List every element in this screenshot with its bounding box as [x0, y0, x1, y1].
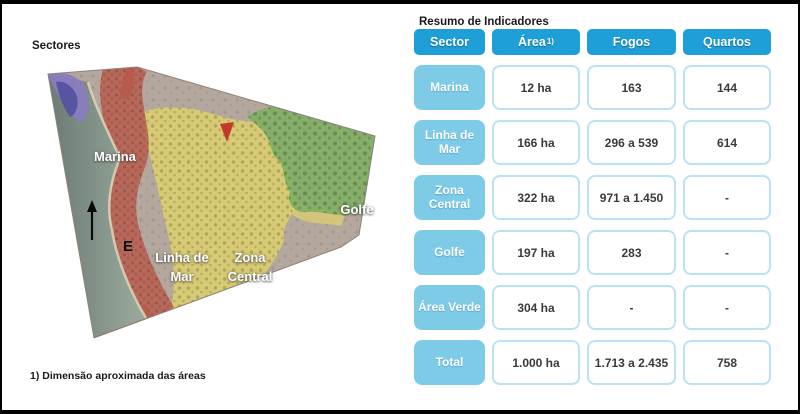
table-cell-quartos: -	[683, 230, 771, 275]
row-label-total: Total	[414, 340, 485, 385]
table-cell-area: 166 ha	[492, 120, 580, 165]
map-sea-region	[48, 74, 146, 337]
table-cell-fogos: 163	[587, 65, 676, 110]
row-label--rea-verde: Área Verde	[414, 285, 485, 330]
map-title: Sectores	[32, 40, 81, 52]
column-header-sector: Sector	[414, 29, 485, 55]
row-label-zona-central: Zona Central	[414, 175, 485, 220]
table-cell-fogos: 283	[587, 230, 676, 275]
table-cell-area: 12 ha	[492, 65, 580, 110]
table-cell-area: 197 ha	[492, 230, 580, 275]
compass-east-label: E	[123, 238, 134, 255]
table-cell-fogos: 1.713 a 2.435	[587, 340, 676, 385]
row-label-linha-de-mar: Linha de Mar	[414, 120, 485, 165]
indicators-table: Sector Área 1) Fogos Quartos Marina 12 ha 163 14…	[414, 29, 772, 385]
table-cell-quartos: 144	[683, 65, 771, 110]
row-label-marina: Marina	[414, 65, 485, 110]
sector-map: Marina Linha de Mar Zona Central Golfe E	[42, 60, 382, 350]
table-cell-quartos: -	[683, 285, 771, 330]
table-cell-fogos: 971 a 1.450	[587, 175, 676, 220]
table-cell-area: 322 ha	[492, 175, 580, 220]
column-header-fogos: Fogos	[587, 29, 676, 55]
table-cell-quartos: -	[683, 175, 771, 220]
table-cell-fogos: 296 a 539	[587, 120, 676, 165]
column-header-quartos: Quartos	[683, 29, 771, 55]
area-footnote: 1) Dimensão aproximada das áreas	[30, 370, 206, 382]
table-cell-fogos: -	[587, 285, 676, 330]
map-coastline	[86, 81, 148, 319]
table-cell-quartos: 614	[683, 120, 771, 165]
table-title: Resumo de Indicadores	[419, 16, 549, 28]
north-arrow-icon	[87, 200, 97, 240]
sector-map-graphic	[47, 66, 376, 339]
table-cell-area: 304 ha	[492, 285, 580, 330]
table-cell-quartos: 758	[683, 340, 771, 385]
row-label-golfe: Golfe	[414, 230, 485, 275]
column-header--rea: Área 1)	[492, 29, 580, 55]
map-red-marker	[220, 122, 234, 142]
table-cell-area: 1.000 ha	[492, 340, 580, 385]
